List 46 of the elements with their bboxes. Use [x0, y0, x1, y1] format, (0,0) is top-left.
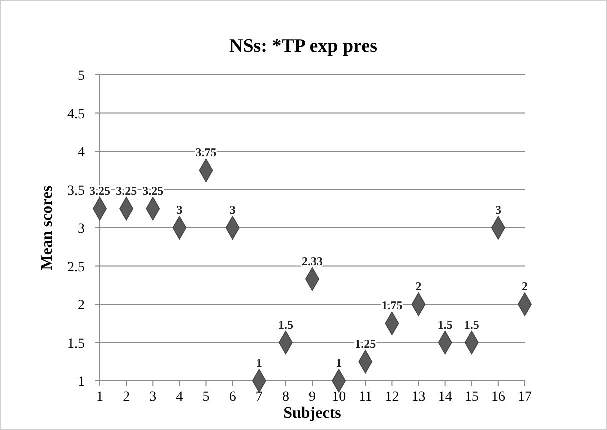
data-label: 1.5	[438, 318, 453, 332]
data-label: 1.75	[382, 298, 403, 313]
x-tick-label: 8	[282, 390, 290, 405]
data-label: 1.25	[355, 336, 376, 351]
y-tick-label: 4.5	[68, 107, 85, 122]
y-axis-title: Mean scores	[39, 186, 56, 270]
x-tick-label: 6	[229, 390, 236, 405]
data-label: 2	[416, 280, 422, 294]
data-label: 3	[495, 203, 502, 217]
x-tick-label: 16	[491, 390, 506, 405]
data-label: 3.75	[196, 146, 217, 160]
x-tick-label: 2	[123, 390, 130, 405]
x-axis-title: Subjects	[284, 405, 342, 422]
y-tick-label: 3.5	[68, 184, 85, 199]
x-tick-label: 7	[256, 390, 263, 405]
x-tick-label: 12	[385, 390, 400, 405]
data-label: 1.5	[278, 318, 294, 332]
y-tick-label: 5	[78, 69, 85, 84]
y-tick-label: 2	[78, 298, 85, 314]
y-tick-label: 4	[78, 146, 85, 160]
y-tick-label: 3	[78, 222, 85, 237]
x-tick-label: 5	[202, 390, 210, 405]
data-label: 1	[336, 356, 342, 370]
x-tick-label: 3	[150, 390, 157, 405]
data-label: 2.33	[302, 254, 323, 268]
data-label: 1.5	[464, 318, 480, 332]
data-label: 3.25	[142, 184, 164, 198]
x-tick-label: 14	[438, 390, 452, 405]
x-tick-label: 4	[176, 390, 184, 405]
data-label: 2	[522, 280, 528, 294]
data-label: 3	[176, 203, 183, 217]
chart-title: NSs: *TP exp pres	[230, 36, 378, 57]
data-label: 1	[256, 356, 262, 370]
x-tick-label: 15	[464, 390, 479, 405]
x-tick-label: 10	[332, 390, 346, 405]
data-label: 3.25	[90, 184, 110, 198]
x-tick-label: 13	[412, 390, 426, 405]
x-tick-label: 17	[518, 390, 532, 405]
data-label: 3.25	[116, 184, 138, 198]
x-tick-label: 9	[309, 390, 316, 405]
y-tick-label: 1	[78, 375, 85, 390]
y-tick-label: 1.5	[68, 336, 85, 352]
x-tick-label: 11	[358, 390, 372, 405]
data-label: 3	[230, 203, 236, 217]
x-tick-label: 1	[96, 390, 104, 405]
y-tick-label: 2.5	[68, 260, 85, 276]
